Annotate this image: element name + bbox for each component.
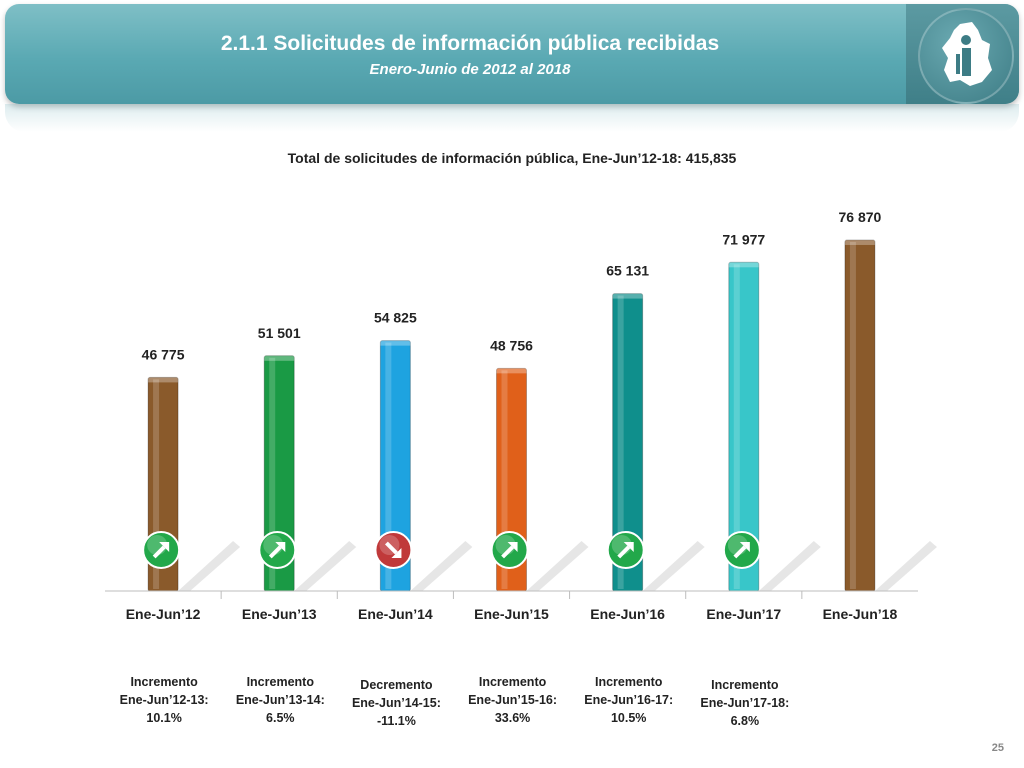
note-period: Ene-Jun’17-18: xyxy=(700,696,790,710)
bar-highlight xyxy=(733,264,740,589)
bar-highlight xyxy=(501,370,508,589)
x-tick-label: Ene-Jun’15 xyxy=(474,606,549,622)
note-type: Incremento xyxy=(130,675,198,689)
bar-shadow xyxy=(758,541,821,591)
bar-highlight xyxy=(617,295,624,589)
trend-up-icon xyxy=(142,531,181,569)
trend-up-icon xyxy=(722,531,761,569)
data-label: 54 825 xyxy=(374,310,417,326)
note-type: Incremento xyxy=(595,675,663,689)
note-percent: 10.1% xyxy=(146,711,182,725)
data-label: 76 870 xyxy=(839,209,882,225)
x-tick-label: Ene-Jun’18 xyxy=(823,606,898,622)
trend-down-icon xyxy=(374,531,413,569)
bar-cap xyxy=(728,262,759,268)
data-label: 46 775 xyxy=(142,346,185,362)
change-note: Incremento Ene-Jun’15-16: 33.6% xyxy=(453,673,573,727)
bar-highlight xyxy=(385,342,392,589)
change-note: Incremento Ene-Jun’12-13: 10.1% xyxy=(104,673,224,727)
bar-shadow xyxy=(642,541,705,591)
x-tick-label: Ene-Jun’17 xyxy=(706,606,781,622)
x-tick-label: Ene-Jun’13 xyxy=(242,606,317,622)
bar xyxy=(844,239,876,592)
data-label: 65 131 xyxy=(606,263,649,279)
bar-shadow xyxy=(294,541,357,591)
bar-shadow xyxy=(526,541,589,591)
bar-cap xyxy=(264,355,295,361)
page-number: 25 xyxy=(991,742,1004,754)
x-tick-label: Ene-Jun’16 xyxy=(590,606,665,622)
logo-emblem xyxy=(918,8,1014,104)
note-period: Ene-Jun’15-16: xyxy=(468,693,558,707)
bar-highlight xyxy=(269,357,276,589)
note-period: Ene-Jun’16-17: xyxy=(584,693,674,707)
data-label: 51 501 xyxy=(258,325,301,341)
note-percent: 6.5% xyxy=(266,711,295,725)
note-period: Ene-Jun’12-13: xyxy=(119,693,209,707)
bar-cap xyxy=(612,293,643,299)
bar-shadow xyxy=(178,541,241,591)
bar-highlight xyxy=(849,241,856,589)
bar-cap xyxy=(844,239,875,245)
city-map-logo-icon xyxy=(942,22,992,86)
note-period: Ene-Jun’14-15: xyxy=(351,696,441,710)
change-note: Incremento Ene-Jun’16-17: 10.5% xyxy=(569,673,689,727)
data-label: 48 756 xyxy=(490,337,533,353)
trend-up-icon xyxy=(606,531,645,569)
page-subtitle: Enero-Junio de 2012 al 2018 xyxy=(369,61,571,78)
note-type: Incremento xyxy=(711,678,779,692)
note-percent: 10.5% xyxy=(610,711,647,725)
page-title: 2.1.1 Solicitudes de información pública… xyxy=(220,32,720,55)
banner-shadow xyxy=(5,104,1019,132)
note-percent: -11.1% xyxy=(376,714,416,728)
bar-highlight xyxy=(153,379,160,589)
bar-shadow xyxy=(874,541,937,591)
note-period: Ene-Jun’13-14: xyxy=(235,693,325,707)
x-tick-label: Ene-Jun’14 xyxy=(358,606,433,622)
change-note: Incremento Ene-Jun’13-14: 6.5% xyxy=(220,673,340,727)
note-percent: 33.6% xyxy=(494,711,531,725)
note-type: Incremento xyxy=(246,675,314,689)
header-banner xyxy=(5,4,1019,104)
note-percent: 6.8% xyxy=(730,714,760,728)
bar-shadow xyxy=(410,541,473,591)
note-type: Decremento xyxy=(360,678,433,692)
bar-cap xyxy=(148,377,179,383)
trend-up-icon xyxy=(258,531,297,569)
bar-cap xyxy=(496,368,527,374)
change-note: Decremento Ene-Jun’14-15: -11.1% xyxy=(336,676,456,730)
bar-cap xyxy=(380,340,411,346)
trend-up-icon xyxy=(490,531,529,569)
change-note: Incremento Ene-Jun’17-18: 6.8% xyxy=(685,676,805,730)
data-label: 71 977 xyxy=(722,231,765,247)
note-type: Incremento xyxy=(478,675,547,689)
chart-title: Total de solicitudes de información públ… xyxy=(287,150,737,166)
x-tick-label: Ene-Jun’12 xyxy=(126,606,201,622)
